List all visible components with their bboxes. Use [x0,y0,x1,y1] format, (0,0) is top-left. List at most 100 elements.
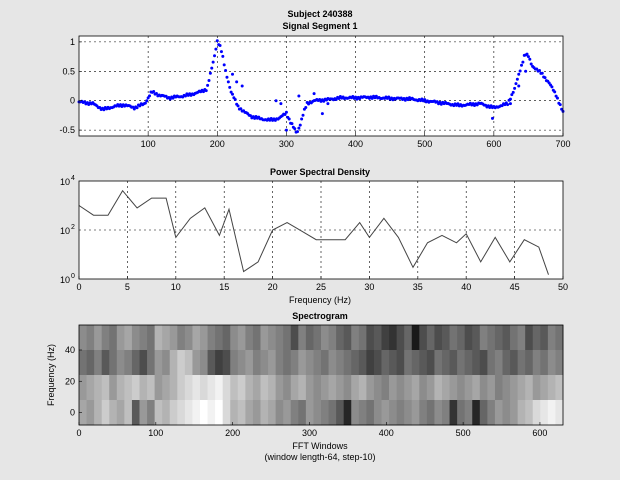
figure-title-line1: Subject 240388 [287,9,352,19]
spectrogram-cell [139,325,148,351]
spectrogram-cell [192,325,201,351]
spectrogram-cell [419,325,428,351]
spectrogram-cell [200,400,208,426]
spectrogram-cell [268,400,277,426]
spectrogram-cell [396,325,405,351]
spectrogram-cell [540,400,549,426]
spectrogram-cell [268,375,277,401]
spectrogram-cell [94,350,103,376]
spectrogram-cell [116,400,125,426]
spectrogram-cell [517,400,526,426]
psd-x-tick-label: 10 [171,282,181,292]
spectrogram-cell [283,375,292,401]
signal-x-tick-label: 100 [141,139,156,149]
psd-x-tick-label: 0 [76,282,81,292]
spectrogram-cell [177,400,186,426]
signal-point [297,94,301,98]
signal-point [555,96,559,100]
spectrogram-cell [177,325,186,351]
spectrogram-cell [237,400,246,426]
signal-point [143,101,147,105]
spectrogram-cell [381,350,390,376]
psd-grid [79,181,563,279]
signal-point [515,77,519,81]
spectrogram-x-axis-label: FFT Windows [292,441,348,451]
spectrogram-cell [177,375,186,401]
spectrogram-cell [230,325,239,351]
spectrogram-cell [154,375,163,401]
signal-point [293,127,297,131]
spectrogram-cell [358,400,367,426]
psd-title: Power Spectral Density [270,167,370,177]
spectrogram-cell [494,375,503,401]
spectrogram-cell [207,350,216,376]
spectrogram-cell [426,375,435,401]
spectrogram-cell [109,325,118,351]
signal-point [526,55,530,59]
spectrogram-cell [472,325,481,351]
spectrogram-cell [442,400,450,426]
spectrogram-cell [555,375,564,401]
spectrogram-cell [275,325,284,351]
spectrogram-cell [525,400,534,426]
psd-x-ticks: 0 5 10 15 20 25 30 35 40 45 50 [76,276,568,292]
spectrogram-cell [547,400,556,426]
spectrogram-cell [540,350,549,376]
spectrogram-cell [389,350,398,376]
spectrogram-cell [494,325,503,351]
psd-x-tick-label: 25 [316,282,326,292]
spectrogram-cell [517,325,526,351]
signal-point [152,89,156,93]
signal-y-tick-label: -0.5 [59,125,75,135]
signal-point [320,112,324,116]
psd-x-tick-label: 50 [558,282,568,292]
spectrogram-cell [101,375,110,401]
spectrogram-cell [139,400,148,426]
spectrogram-cell [86,375,95,401]
spectrogram-cell [200,325,208,351]
spectrogram-cell [275,375,284,401]
spectrogram-cell [260,325,269,351]
spectrogram-cell [343,375,352,401]
spectrogram-cell [472,350,481,376]
spectrogram-cell [366,400,375,426]
spectrogram-cell [547,325,556,351]
spectrogram-cell [343,325,352,351]
signal-point [279,102,283,106]
psd-x-tick-label: 45 [510,282,520,292]
signal-point [210,66,214,70]
signal-point [240,84,244,88]
signal-point [225,75,229,79]
spectrogram-cell [472,375,481,401]
signal-point [83,100,87,104]
spectrogram-cell [86,325,95,351]
spectrogram-cell [449,350,458,376]
signal-point [235,80,239,84]
spectrogram-cells [79,325,564,426]
spectrogram-cell [396,375,405,401]
spectrogram-cell [298,350,307,376]
spectrogram-cell [457,350,466,376]
spectrogram-cell [510,325,519,351]
psd-x-axis-label: Frequency (Hz) [289,295,351,305]
signal-point [518,69,522,73]
signal-point [529,62,533,66]
spectrogram-x-axis-label-line2: (window length-64, step-10) [264,452,375,462]
signal-point [326,102,330,106]
spectrogram-x-tick-label: 300 [302,428,317,438]
signal-axes-frame [78,35,564,137]
spectrogram-cell [343,400,352,426]
signal-point [154,91,158,95]
signal-point [248,114,252,118]
spectrogram-cell [434,350,443,376]
signal-point [215,39,219,43]
psd-x-tick-label: 15 [219,282,229,292]
spectrogram-cell [79,350,87,376]
spectrogram-cell [305,400,314,426]
spectrogram-cell [532,350,541,376]
signal-x-tick-label: 600 [486,139,501,149]
spectrogram-x-tick-label: 400 [379,428,394,438]
signal-point [297,126,301,130]
spectrogram-cell [230,375,239,401]
spectrogram-cell [532,400,541,426]
